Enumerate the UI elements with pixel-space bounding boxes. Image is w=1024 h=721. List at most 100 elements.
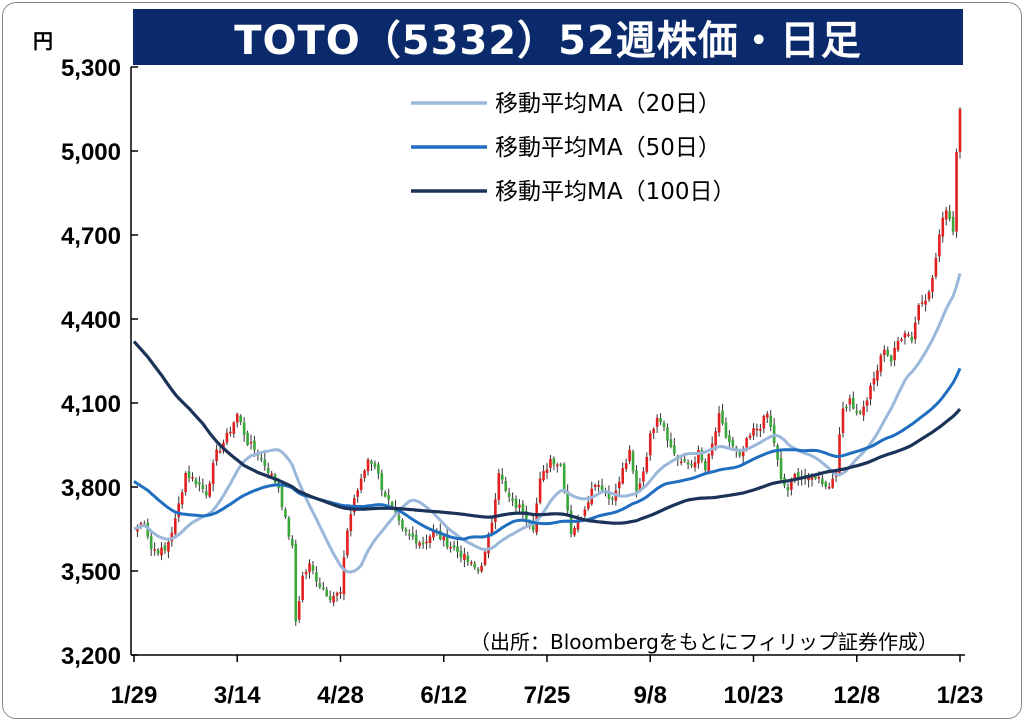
candle-up bbox=[363, 470, 366, 478]
candle-up bbox=[693, 462, 697, 468]
candle-down bbox=[824, 482, 828, 487]
x-tick-label: 10/23 bbox=[723, 682, 783, 709]
candle-up bbox=[463, 553, 466, 560]
candle-down bbox=[796, 472, 800, 480]
candle-up bbox=[652, 428, 655, 434]
candle-up bbox=[535, 503, 538, 533]
candle-up bbox=[841, 408, 845, 434]
x-tick-label: 6/12 bbox=[420, 682, 467, 709]
candle-up bbox=[449, 546, 452, 549]
candle-up bbox=[717, 413, 721, 433]
candle-up bbox=[483, 551, 487, 565]
candle-down bbox=[280, 486, 284, 508]
candle-down bbox=[260, 457, 263, 460]
candle-up bbox=[542, 471, 545, 481]
source-note: （出所：Bloombergをもとにフィリップ証券作成） bbox=[470, 630, 938, 654]
ma20-line bbox=[133, 273, 962, 574]
y-axis: 3,200 3,500 3,800 4,100 4,400 4,700 5,000 5,300 bbox=[61, 55, 138, 670]
candle-up bbox=[494, 499, 497, 523]
candle-up bbox=[900, 339, 903, 341]
candle-up bbox=[139, 522, 143, 525]
chart-title: TOTO（5332）52週株価・日足 bbox=[133, 9, 963, 65]
y-tick-label: 5,300 bbox=[61, 55, 121, 82]
candle-up bbox=[638, 483, 642, 491]
x-tick-label: 9/8 bbox=[634, 682, 667, 709]
candle-down bbox=[673, 445, 676, 454]
candle-up bbox=[838, 434, 841, 473]
candle-down bbox=[772, 424, 776, 444]
candle-down bbox=[291, 538, 294, 546]
candle-up bbox=[469, 562, 473, 564]
x-tick-label: 7/25 bbox=[524, 682, 571, 709]
x-tick-label: 4/28 bbox=[317, 682, 364, 709]
candle-up bbox=[432, 530, 435, 538]
candle-up bbox=[920, 302, 924, 304]
candle-up bbox=[762, 415, 766, 429]
candle-up bbox=[745, 438, 748, 448]
candle-up bbox=[755, 428, 759, 431]
x-tick-label: 12/8 bbox=[833, 682, 880, 709]
candle-down bbox=[370, 460, 373, 464]
candle-up bbox=[642, 471, 645, 482]
x-tick-label: 1/23 bbox=[937, 682, 984, 709]
candle-down bbox=[401, 520, 404, 529]
candle-up bbox=[587, 502, 590, 509]
legend: 移動平均MA（20日） 移動平均MA（50日） 移動平均MA（100日） bbox=[411, 91, 735, 205]
candle-down bbox=[473, 563, 477, 568]
candle-up bbox=[497, 473, 501, 500]
candle-up bbox=[759, 428, 762, 431]
moving-averages bbox=[132, 273, 962, 574]
candle-down bbox=[239, 415, 242, 423]
candle-up bbox=[741, 450, 745, 457]
candle-up bbox=[628, 449, 631, 462]
candle-down bbox=[666, 427, 669, 441]
candle-down bbox=[373, 463, 377, 467]
x-tick-label: 1/29 bbox=[111, 682, 158, 709]
candle-up bbox=[428, 536, 432, 544]
candle-up bbox=[342, 557, 346, 595]
candle-up bbox=[225, 432, 229, 443]
candle-up bbox=[697, 450, 700, 464]
candle-down bbox=[242, 422, 246, 435]
candle-down bbox=[559, 463, 563, 466]
candle-down bbox=[456, 546, 459, 552]
candle-down bbox=[738, 452, 742, 456]
candle-up bbox=[597, 485, 600, 487]
candle-down bbox=[552, 458, 556, 465]
candle-up bbox=[876, 370, 879, 381]
candle-down bbox=[514, 498, 518, 508]
candle-down bbox=[776, 445, 779, 460]
candle-up bbox=[872, 378, 876, 385]
candle-up bbox=[827, 486, 831, 489]
candle-down bbox=[721, 410, 724, 424]
candle-up bbox=[944, 210, 948, 220]
candle-down bbox=[889, 355, 893, 362]
candle-down bbox=[686, 462, 690, 465]
candle-up bbox=[218, 450, 222, 453]
candle-down bbox=[504, 480, 507, 491]
candle-down bbox=[690, 464, 693, 466]
y-axis-unit: 円 bbox=[33, 29, 53, 53]
candle-down bbox=[311, 565, 315, 571]
candle-up bbox=[934, 257, 938, 277]
candle-up bbox=[924, 300, 927, 305]
candle-up bbox=[593, 484, 597, 488]
candle-down bbox=[284, 509, 287, 518]
candle-up bbox=[790, 479, 793, 490]
candle-up bbox=[810, 477, 814, 480]
candle-up bbox=[308, 563, 311, 573]
candle-down bbox=[321, 587, 325, 590]
candle-down bbox=[635, 470, 638, 492]
candle-up bbox=[707, 454, 711, 473]
y-tick-label: 3,500 bbox=[61, 559, 121, 586]
candle-up bbox=[177, 503, 181, 518]
candle-down bbox=[294, 543, 298, 622]
price-chart: 3,200 3,500 3,800 4,100 4,400 4,700 5,000 5,300… bbox=[61, 55, 984, 709]
candle-down bbox=[156, 549, 160, 554]
candle-up bbox=[349, 514, 353, 532]
candle-up bbox=[235, 413, 239, 423]
candle-up bbox=[817, 477, 821, 479]
candle-down bbox=[466, 555, 470, 563]
candle-up bbox=[621, 468, 625, 484]
candle-down bbox=[476, 569, 480, 572]
